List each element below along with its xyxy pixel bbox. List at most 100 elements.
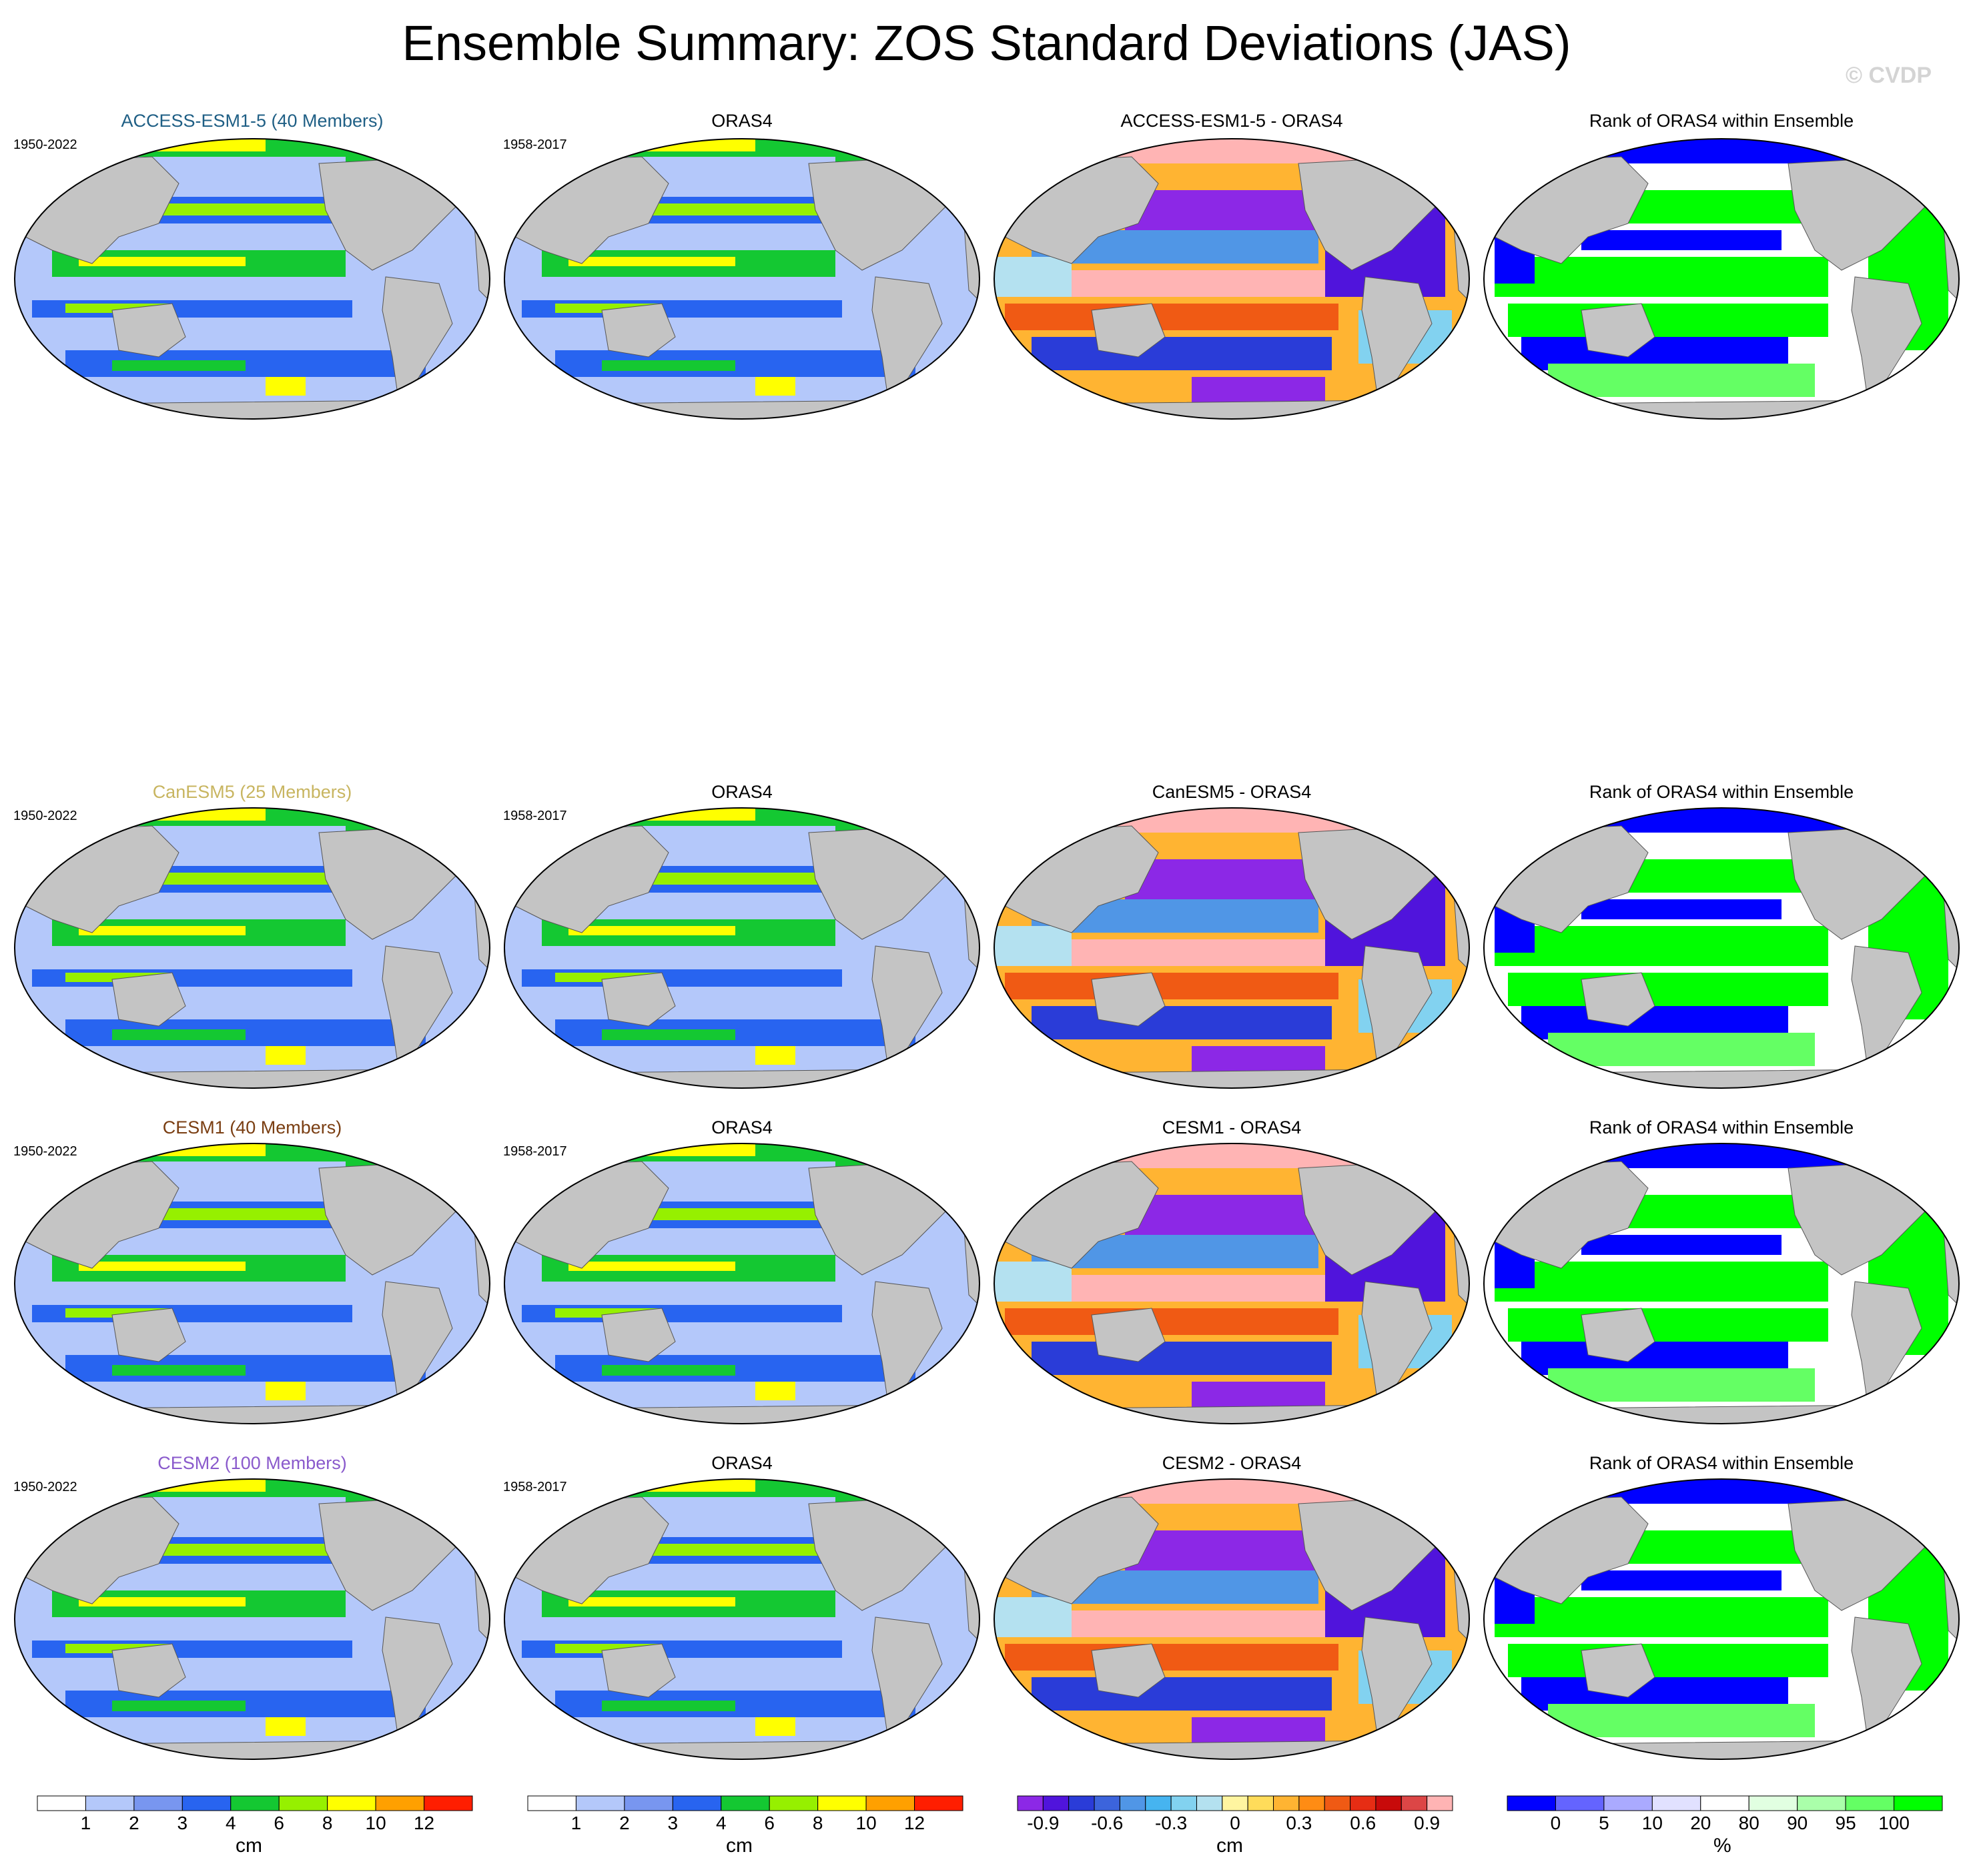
panel-title-rank-2: Rank of ORAS4 within Ensemble <box>1589 782 1854 802</box>
panel-title-rank-3: Rank of ORAS4 within Ensemble <box>1589 1117 1854 1137</box>
globe-outline <box>14 807 490 1089</box>
land-australia <box>1091 972 1166 1027</box>
rank-colorbar-tick-label: 5 <box>1599 1813 1609 1833</box>
diff-colorbar-swatch <box>1375 1795 1402 1811</box>
stddev-colorbar-swatch <box>85 1795 135 1811</box>
diff-colorbar-swatch <box>1068 1795 1095 1811</box>
rank-colorbar-tick-label: 95 <box>1836 1813 1856 1833</box>
globe-outline <box>994 1143 1470 1424</box>
stddev-colorbar-tick-label: 1 <box>81 1813 91 1833</box>
panel-title-obs-4: ORAS4 <box>711 1453 773 1473</box>
colorbar-stddev-2: 1 2 3 4 6 8 10 12 <box>525 1795 965 1835</box>
field-band <box>266 1046 306 1065</box>
field-band <box>1032 337 1332 370</box>
field-band <box>994 808 1469 833</box>
field-band <box>79 926 246 935</box>
map-diff-4 <box>992 1477 1472 1761</box>
stddev-colorbar-tick-label: 10 <box>366 1813 386 1833</box>
rank-colorbar-swatch <box>1748 1795 1798 1811</box>
panel-title-model-3: CESM1 (40 Members) <box>162 1117 342 1137</box>
field-band <box>994 1597 1072 1637</box>
field-band <box>266 377 306 396</box>
field-band <box>602 1365 735 1376</box>
field-band <box>1581 1570 1782 1590</box>
stddev-colorbar-swatch <box>721 1795 770 1811</box>
diff-colorbar-tick-label: -0.9 <box>1027 1813 1059 1833</box>
land-australia <box>1581 972 1655 1027</box>
field-band <box>568 926 735 935</box>
map-rank-3 <box>1481 1141 1962 1426</box>
stddev-colorbar-swatch <box>37 1795 86 1811</box>
land-australia <box>111 972 186 1027</box>
field-band <box>1548 1033 1815 1066</box>
land-antarctica <box>1044 1069 1427 1088</box>
field-band <box>266 1382 306 1400</box>
field-band <box>1005 1308 1338 1335</box>
rank-colorbar-swatch <box>1507 1795 1556 1811</box>
land-antarctica <box>1044 1404 1427 1424</box>
diff-colorbar-swatch <box>1247 1795 1274 1811</box>
land-antarctica <box>1533 400 1916 419</box>
period-label-obs-3: 1958-2017 <box>503 1144 567 1159</box>
diff-colorbar-swatch <box>1324 1795 1351 1811</box>
stddev-colorbar-swatch <box>672 1795 722 1811</box>
field-band <box>1072 1610 1325 1637</box>
stddev-colorbar-tick-label: 2 <box>619 1813 630 1833</box>
field-band <box>1508 973 1828 1006</box>
diff-colorbar-swatch <box>1196 1795 1223 1811</box>
land-australia <box>1091 1643 1166 1698</box>
stddev-colorbar-tick-label: 12 <box>904 1813 925 1833</box>
field-band <box>994 1143 1469 1168</box>
stddev-colorbar-swatch <box>914 1795 963 1811</box>
diff-colorbar-tick-label: -0.6 <box>1091 1813 1123 1833</box>
panel-title-obs-1: ORAS4 <box>711 111 773 131</box>
field-band <box>266 1717 306 1736</box>
diff-colorbar-swatch <box>1401 1795 1428 1811</box>
period-label-obs-1: 1958-2017 <box>503 137 567 152</box>
colorbar-unit-1: cm <box>236 1835 262 1857</box>
stddev-colorbar-tick-label: 2 <box>129 1813 139 1833</box>
globe-outline <box>14 138 490 420</box>
field-band <box>1508 304 1828 337</box>
globe-outline <box>504 138 980 420</box>
panel-title-model-4: CESM2 (100 Members) <box>157 1453 347 1473</box>
field-band <box>1508 1644 1828 1677</box>
land-australia <box>111 1643 186 1698</box>
rank-colorbar-tick-label: 0 <box>1551 1813 1561 1833</box>
diff-colorbar-tick-label: 0.3 <box>1286 1813 1312 1833</box>
colorbar-rank: 0 5 10 20 80 90 95 100 <box>1505 1795 1945 1835</box>
field-band <box>145 873 346 885</box>
diff-colorbar-swatch <box>1119 1795 1146 1811</box>
field-band <box>602 1029 735 1040</box>
field-band <box>635 1208 835 1220</box>
colorbar-unit-3: cm <box>1216 1835 1243 1857</box>
globe-outline <box>1483 138 1960 420</box>
field-band <box>112 1701 246 1711</box>
stddev-colorbar-swatch <box>181 1795 232 1811</box>
panel-title-diff-3: CESM1 - ORAS4 <box>1162 1117 1302 1137</box>
stddev-colorbar-tick-label: 4 <box>716 1813 727 1833</box>
globe-outline <box>994 1478 1470 1760</box>
stddev-colorbar-swatch <box>375 1795 425 1811</box>
rank-colorbar-tick-label: 100 <box>1878 1813 1910 1833</box>
diff-colorbar-swatch <box>1427 1795 1453 1811</box>
field-band <box>1032 1677 1332 1711</box>
field-band <box>1581 1235 1782 1255</box>
colorbar-diff: -0.9 -0.6 -0.3 0 0.3 0.6 0.9 <box>1015 1795 1455 1835</box>
stddev-colorbar-swatch <box>769 1795 819 1811</box>
rank-colorbar-swatch <box>1555 1795 1605 1811</box>
period-label-model-2: 1950-2022 <box>13 809 77 823</box>
rank-colorbar-swatch <box>1603 1795 1653 1811</box>
land-australia <box>1581 303 1655 358</box>
field-band <box>1125 859 1325 899</box>
stddev-colorbar-swatch <box>424 1795 473 1811</box>
diff-colorbar-swatch <box>1017 1795 1044 1811</box>
field-band <box>79 257 246 266</box>
stddev-colorbar-tick-label: 3 <box>177 1813 188 1833</box>
colorbar-stddev-1: 1 2 3 4 6 8 10 12 <box>35 1795 475 1835</box>
field-band <box>1508 1308 1828 1342</box>
land-australia <box>1091 303 1166 358</box>
field-band <box>1072 1275 1325 1302</box>
field-band <box>79 1597 246 1606</box>
stddev-colorbar-tick-label: 12 <box>414 1813 434 1833</box>
